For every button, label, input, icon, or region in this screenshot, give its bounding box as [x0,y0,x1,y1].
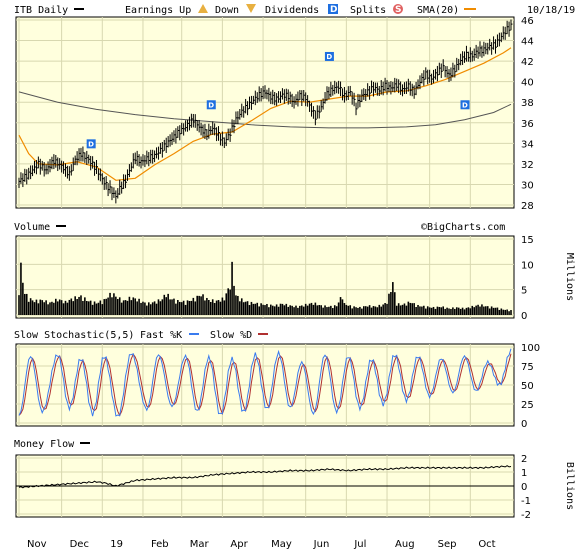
dividend-marker-letter: D [208,101,214,109]
slow-d-label: Slow %D [210,330,252,341]
y-tick-label: 0 [521,419,527,430]
fast-k-line [18,348,512,417]
y-tick-label: 50 [521,381,534,392]
long-moving-average-line [18,91,512,129]
volume-swatch [56,225,66,227]
symbol-label: ITB Daily [14,5,68,16]
earnings-up-label: Earnings Up [125,5,191,16]
dividends-label: Dividends [265,5,319,16]
y-tick-label: 15 [521,235,534,246]
fast-k-label: Fast %K [140,330,182,341]
y-tick-label: 34 [521,139,534,150]
y-tick-label: 75 [521,362,534,373]
x-tick-label: Feb [151,539,169,550]
splits-label: Splits [350,5,386,16]
x-tick-label: Apr [230,539,248,550]
chart-marks: D D D D [18,19,513,315]
y-tick-label: 10 [521,260,534,271]
x-tick-label: Dec [70,539,89,550]
dividend-icon-letter: D [330,5,337,15]
y-tick-label: -1 [521,496,531,507]
y-tick-label: 100 [521,343,540,354]
dividend-marker-letter: D [88,140,94,148]
y-tick-label: 0 [521,311,527,322]
fast-k-swatch [189,333,199,335]
y-tick-label: 32 [521,160,534,171]
triangle-up-icon [198,4,208,13]
y-tick-label: 30 [521,180,534,191]
y-tick-label: 1 [521,468,527,479]
sma-label: SMA(20) [417,5,459,16]
x-tick-label: Mar [190,539,210,550]
y-tick-label: 2 [521,454,527,465]
dividend-marker [460,100,470,110]
watermark: ©BigCharts.com [421,222,505,233]
y-tick-label: 5 [521,286,527,297]
x-tick-label: Aug [395,539,415,550]
s-circle-icon [393,4,403,14]
triangle-down-icon [246,4,256,13]
slow-d-swatch [258,333,268,335]
stochastic-legend: Slow Stochastic(5,5) Fast %K Slow %D [14,330,268,341]
money-flow-swatch [80,442,90,444]
x-tick-label: 19 [110,539,123,550]
earnings-down-label: Down [215,5,239,16]
y-tick-label: 40 [521,78,534,89]
dividend-marker-letter: D [462,101,468,109]
dividend-marker [206,100,216,110]
money-flow-title: Money Flow [14,439,75,450]
d-square-icon [328,4,338,14]
sma-line-swatch [464,8,476,10]
slow-d-line [18,353,512,417]
y-tick-label: 36 [521,119,534,130]
y-tick-label: 38 [521,98,534,109]
price-line-swatch [74,8,84,10]
x-tick-label: Sep [438,539,457,550]
y-tick-label: 25 [521,400,534,411]
y-tick-label: 44 [521,37,534,48]
tick-labels: Nov Dec 19 Feb Mar Apr May Jun Jul Aug Sep Oct 28 30 3… [27,16,540,550]
volume-legend: Volume ©BigCharts.com Millions [14,222,575,301]
split-icon-letter: S [395,5,401,15]
chart-date: 10/18/19 [527,5,575,16]
x-tick-label: Jul [353,539,366,550]
dividend-marker [86,139,96,149]
money-flow-legend: Money Flow Billions [14,439,575,510]
y-tick-label: 0 [521,482,527,493]
y-tick-label: -2 [521,510,531,521]
x-tick-label: Jun [313,539,330,550]
money-flow-line [18,465,512,489]
x-tick-label: May [271,539,292,550]
grid-lines [16,17,514,517]
y-tick-label: 28 [521,201,534,212]
price-legend: ITB Daily Earnings Up Down Dividends D S… [14,4,575,16]
volume-unit: Millions [564,253,575,301]
y-tick-label: 46 [521,16,534,27]
y-tick-label: 42 [521,57,534,68]
volume-title: Volume [14,222,50,233]
money-flow-unit: Billions [564,462,575,510]
dividend-marker-letter: D [326,53,332,61]
stochastic-title: Slow Stochastic(5,5) [14,330,134,341]
dividend-marker [324,51,334,61]
x-tick-label: Oct [478,539,495,550]
x-tick-label: Nov [27,539,47,550]
